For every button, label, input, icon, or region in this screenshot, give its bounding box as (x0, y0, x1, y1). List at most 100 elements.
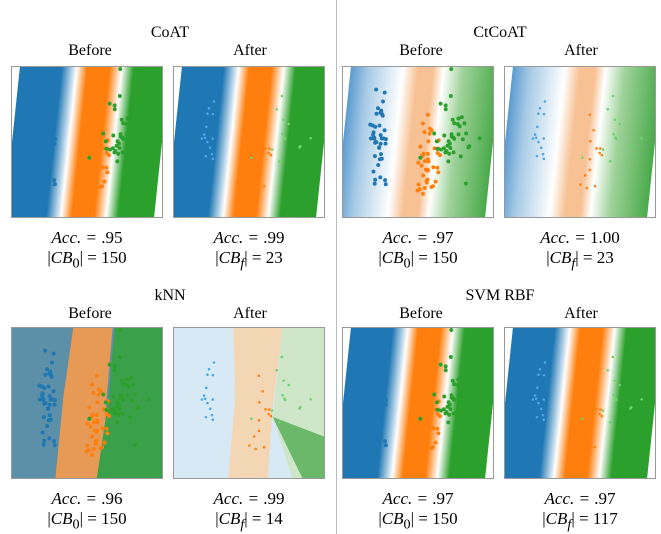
data-point (128, 115, 133, 120)
data-point (599, 147, 602, 150)
data-point (93, 439, 98, 444)
data-point (202, 394, 206, 397)
plot-coat-before (11, 66, 163, 218)
data-point (257, 157, 261, 161)
data-point (592, 129, 595, 132)
data-point (101, 392, 106, 397)
data-point (537, 401, 540, 405)
data-point (434, 400, 439, 405)
data-point (114, 404, 119, 409)
data-point (370, 384, 375, 389)
data-point (583, 435, 587, 438)
data-point (460, 137, 465, 142)
data-point (41, 181, 46, 186)
data-point (210, 413, 214, 417)
data-point (257, 374, 261, 378)
data-point (592, 390, 595, 393)
data-point (579, 444, 582, 447)
data-point (585, 447, 588, 451)
data-point (211, 398, 215, 401)
data-point (601, 409, 605, 412)
data-point (37, 397, 42, 402)
data-point (119, 117, 124, 122)
data-point (477, 136, 482, 141)
data-point (376, 106, 380, 111)
decision-region (228, 328, 283, 478)
data-point (601, 148, 605, 151)
data-point (372, 154, 377, 159)
data-point (46, 406, 51, 411)
data-point (281, 393, 284, 397)
cb-label: |CBf| = 23 (546, 248, 614, 272)
data-point (102, 179, 107, 184)
data-point (211, 112, 215, 116)
data-point (41, 136, 46, 141)
data-point (131, 121, 136, 126)
data-point (91, 159, 96, 164)
data-point (100, 426, 105, 431)
data-point (89, 452, 94, 457)
data-point (45, 424, 50, 429)
data-point (444, 410, 449, 415)
data-point (112, 107, 117, 112)
data-point (609, 421, 612, 424)
data-point (583, 174, 587, 177)
data-point (93, 178, 98, 183)
data-point (531, 137, 535, 140)
data-point (531, 398, 535, 401)
data-point (380, 99, 385, 104)
data-point (456, 393, 461, 398)
data-point (116, 412, 121, 417)
data-point (116, 151, 121, 156)
data-point (268, 147, 271, 150)
data-point (133, 131, 138, 136)
data-point (91, 420, 96, 425)
data-point (377, 123, 382, 128)
data-point (630, 144, 633, 148)
data-point (381, 136, 386, 141)
data-point (102, 440, 107, 445)
data-point (48, 152, 52, 157)
plot-ctcoat-after (504, 66, 656, 218)
after-label: After (564, 305, 598, 322)
accuracy-label: Acc. = 1.00 (540, 228, 620, 247)
data-point (112, 368, 117, 373)
data-point (108, 147, 113, 152)
data-point (609, 160, 612, 163)
decision-boundary-plot (505, 67, 655, 217)
data-point (287, 383, 291, 387)
data-point (40, 169, 45, 174)
data-point (136, 144, 141, 149)
data-point (280, 94, 284, 98)
data-point (598, 412, 601, 416)
data-point (589, 401, 592, 404)
data-point (200, 398, 204, 401)
data-point (118, 393, 123, 398)
data-point (456, 116, 461, 121)
data-point (593, 445, 597, 449)
data-point (42, 438, 47, 443)
data-point (128, 376, 133, 381)
data-point (445, 143, 450, 148)
data-point (282, 118, 286, 122)
data-point (467, 144, 472, 149)
data-point (378, 175, 383, 180)
data-point (618, 122, 622, 126)
decision-region (343, 328, 493, 478)
data-point (581, 156, 584, 160)
data-point (378, 394, 383, 399)
data-point (257, 113, 261, 117)
data-point (45, 367, 49, 372)
data-point (208, 146, 212, 150)
data-point (452, 136, 457, 141)
data-point (425, 418, 430, 423)
data-point (90, 382, 94, 387)
data-point (106, 414, 111, 419)
data-point (121, 382, 126, 387)
data-point (537, 140, 540, 144)
data-point (104, 426, 109, 431)
data-point (287, 122, 291, 126)
data-point (105, 431, 110, 436)
data-point (264, 147, 267, 150)
data-point (382, 128, 387, 133)
